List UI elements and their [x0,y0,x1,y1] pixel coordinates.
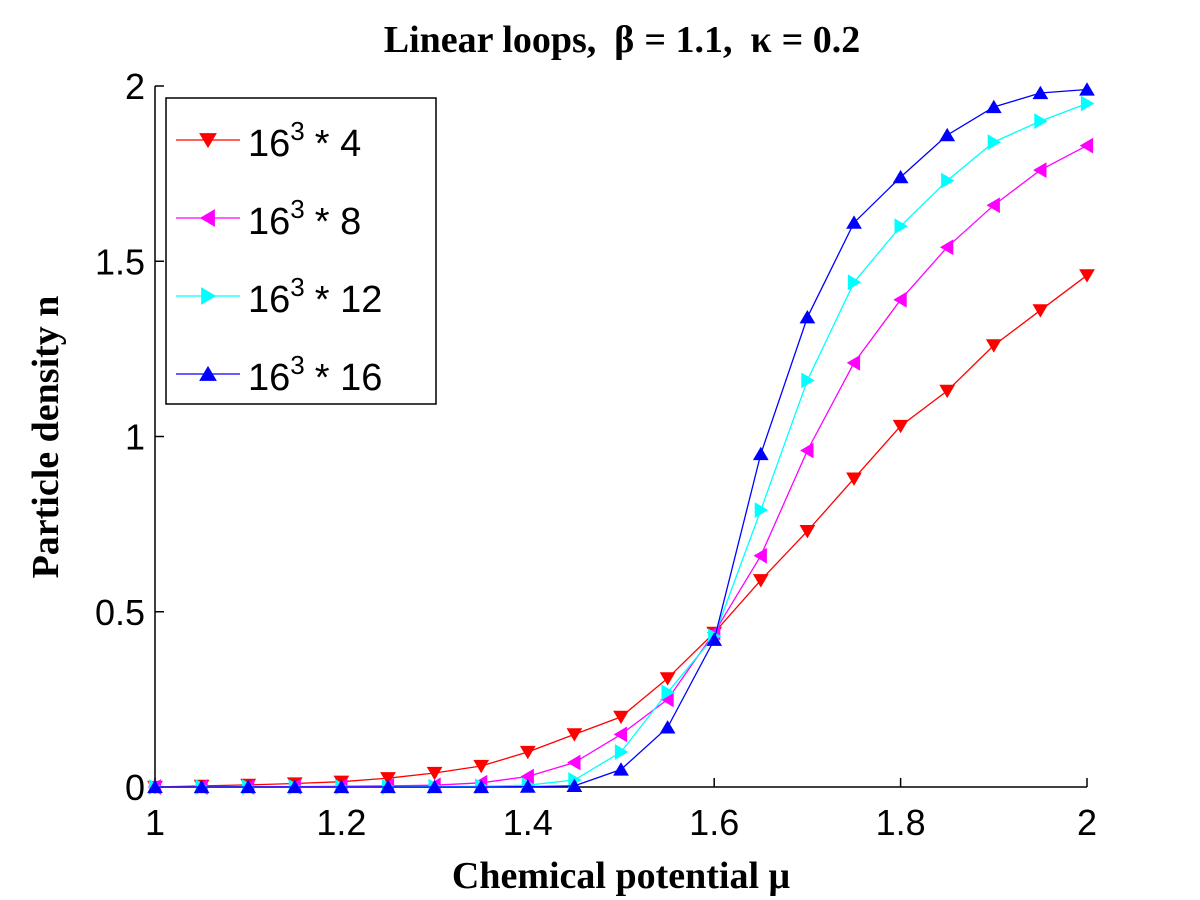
y-tick-label: 0 [125,767,145,808]
y-tick-label: 1.5 [95,241,145,282]
legend-entry: 163 * 4 [176,116,361,165]
data-point [1079,82,1095,96]
x-tick-label: 1.2 [316,802,366,843]
data-point [473,779,490,794]
data-point [985,339,1002,353]
data-point [800,442,814,459]
data-point [566,778,583,792]
data-point [706,632,723,646]
x-axis-label: Chemical potential μ [452,855,791,897]
data-point [333,779,350,794]
data-point [566,728,583,742]
data-point [614,744,629,760]
data-point [892,419,909,434]
data-point [799,525,816,539]
legend-label: 163 * 12 [248,272,382,321]
legend-marker [199,365,217,381]
data-point [1079,269,1095,283]
data-point [613,726,628,743]
data-point [1032,304,1049,318]
legend-entry: 163 * 8 [176,194,361,243]
legend-marker [199,133,217,149]
data-point [846,472,862,486]
data-point [894,218,908,235]
data-point [939,384,956,399]
x-tick-label: 2 [1077,802,1097,843]
data-point [193,779,210,794]
data-point [893,291,907,308]
data-point [380,772,396,786]
data-point [613,762,629,776]
y-tick-label: 0.5 [95,592,145,633]
data-point [941,172,955,189]
y-tick-label: 1 [125,417,145,458]
data-point [659,672,676,686]
data-point [846,215,862,229]
data-point [426,779,443,794]
data-point [846,355,861,371]
data-point [473,759,490,774]
data-point [939,239,954,256]
legend-label: 163 * 4 [248,116,361,165]
data-point [661,684,675,701]
data-point [1032,85,1049,100]
data-point [519,779,536,793]
series-4 [147,82,1095,794]
x-tick-label: 1.6 [689,802,739,843]
legend-label: 163 * 8 [248,194,361,243]
data-point [753,547,767,564]
data-point [426,766,443,781]
legend-label: 163 * 16 [248,350,382,399]
data-point [613,710,629,725]
data-point [240,779,257,794]
x-ticks: 1 1.2 1.4 1.6 1.8 2 [145,778,1097,843]
legend-entry: 163 * 16 [176,350,382,399]
data-point [987,134,1002,150]
chart-title: Linear loops, β = 1.1, κ = 0.2 [384,19,861,61]
data-point [519,745,536,760]
data-point [892,169,909,184]
data-point [986,197,1000,214]
legend-marker [199,209,215,227]
y-tick-label: 2 [125,66,145,107]
series-layer [147,82,1095,795]
data-point [939,127,956,142]
data-point [1079,137,1094,154]
data-point [1034,113,1048,129]
data-point [752,574,769,588]
data-point [1033,162,1047,178]
data-point [801,372,815,389]
legend-box [165,97,437,405]
data-point [754,502,769,518]
data-point [799,310,816,324]
data-point [847,274,862,291]
data-point [286,779,303,794]
x-tick-label: 1.4 [503,802,553,843]
data-point [659,720,676,734]
legend-marker [201,287,217,305]
x-tick-label: 1 [145,802,165,843]
data-point [985,99,1002,114]
data-point [752,446,769,461]
legend-entry: 163 * 12 [176,272,382,321]
data-point [380,779,396,794]
legend: 163 * 4 163 * 8 163 * 12 163 * 16 [165,97,437,405]
data-point [1080,95,1095,112]
y-ticks: 0 0.5 1 1.5 2 [95,66,164,808]
data-point [147,779,163,794]
y-axis-label: Particle density n [25,296,67,579]
x-tick-label: 1.8 [876,802,926,843]
data-point [567,754,581,771]
